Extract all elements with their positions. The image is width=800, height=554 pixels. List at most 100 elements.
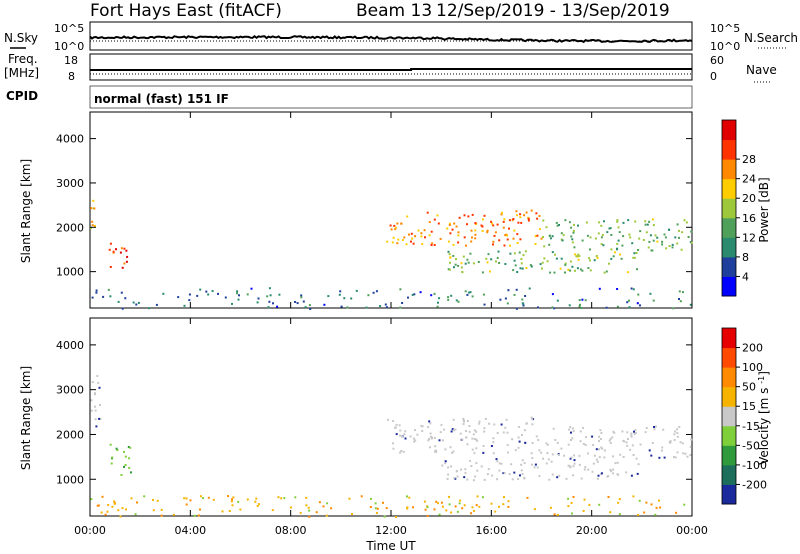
scatter-cell <box>172 513 175 516</box>
scatter-cell <box>563 454 566 457</box>
cpid-value: normal (fast) 151 IF <box>94 92 229 106</box>
scatter-cell <box>276 305 279 308</box>
scatter-cell <box>519 267 522 270</box>
scatter-cell <box>269 294 272 297</box>
scatter-cell <box>562 234 565 237</box>
scatter-cell <box>473 438 476 440</box>
scatter-cell <box>471 295 474 298</box>
scatter-cell <box>509 252 512 255</box>
scatter-cell <box>120 247 123 250</box>
scatter-cell <box>123 450 125 453</box>
scatter-cell <box>391 241 394 244</box>
scatter-cell <box>156 499 159 502</box>
scatter-cell <box>541 261 544 264</box>
scatter-cell <box>438 297 441 300</box>
scatter-cell <box>567 464 570 467</box>
scatter-cell <box>392 442 394 445</box>
scatter-cell <box>268 287 271 290</box>
scatter-cell <box>538 215 541 217</box>
scatter-cell <box>115 248 117 251</box>
scatter-cell <box>589 236 592 239</box>
scatter-cell <box>638 499 641 502</box>
scatter-cell <box>468 291 471 294</box>
scatter-cell <box>236 292 238 295</box>
scatter-cell <box>470 512 473 515</box>
scatter-cell <box>124 455 127 458</box>
nave-tick-high: 60 <box>710 54 724 67</box>
scatter-cell <box>99 404 101 407</box>
scatter-cell <box>617 501 620 504</box>
scatter-cell <box>123 465 125 468</box>
scatter-cell <box>527 219 530 222</box>
scatter-cell <box>420 425 423 427</box>
scatter-cell <box>428 438 430 441</box>
scatter-cell <box>661 446 664 449</box>
scatter-cell <box>414 235 416 238</box>
freq-label: Freq. <box>8 52 38 66</box>
scatter-cell <box>427 426 430 429</box>
scatter-cell <box>433 450 436 453</box>
scatter-cell <box>473 509 475 512</box>
scatter-cell <box>471 213 474 216</box>
scatter-cell <box>622 456 625 458</box>
scatter-cell <box>569 260 572 263</box>
scatter-cell <box>649 292 652 295</box>
scatter-cell <box>588 257 591 260</box>
scatter-cell <box>605 306 608 309</box>
scatter-cell <box>90 409 93 412</box>
noise-tick-high-right: 10^5 <box>710 22 740 35</box>
scatter-cell <box>162 292 165 295</box>
scatter-cell <box>543 245 546 248</box>
scatter-cell <box>443 428 446 431</box>
scatter-cell <box>568 465 571 468</box>
scatter-cell <box>609 511 612 514</box>
scatter-cell <box>401 302 404 304</box>
scatter-cell <box>450 294 453 297</box>
scatter-cell <box>134 513 137 516</box>
scatter-cell <box>271 509 274 512</box>
scatter-cell <box>384 303 387 306</box>
scatter-cell <box>664 236 667 239</box>
scatter-cell <box>481 271 484 274</box>
scatter-cell <box>511 219 514 222</box>
scatter-cell <box>457 231 460 234</box>
scatter-cell <box>616 305 619 308</box>
scatter-cell <box>395 433 398 436</box>
colorbar-segment <box>722 256 736 277</box>
scatter-cell <box>655 506 658 509</box>
scatter-cell <box>613 251 616 254</box>
scatter-cell <box>516 271 519 273</box>
scatter-cell <box>483 303 486 306</box>
scatter-cell <box>516 214 518 217</box>
scatter-cell <box>603 449 606 452</box>
y-tick-label: 3000 <box>56 177 84 190</box>
scatter-cell <box>232 496 235 499</box>
scatter-cell <box>506 451 509 454</box>
scatter-cell <box>447 240 450 243</box>
scatter-cell <box>472 262 475 265</box>
scatter-cell <box>202 497 205 500</box>
scatter-cell <box>109 443 112 446</box>
scatter-cell <box>678 290 681 293</box>
scatter-cell <box>630 287 633 290</box>
scatter-cell <box>205 290 208 293</box>
scatter-cell <box>530 416 533 419</box>
scatter-cell <box>355 289 358 292</box>
scatter-cell <box>394 426 396 429</box>
scatter-cell <box>475 430 478 433</box>
scatter-cell <box>463 504 466 507</box>
scatter-cell <box>379 305 382 308</box>
scatter-cell <box>97 504 100 507</box>
scatter-cell <box>128 457 131 460</box>
scatter-cell <box>452 418 455 421</box>
noise-tick-high-left: 10^5 <box>54 22 84 35</box>
scatter-cell <box>433 436 436 439</box>
scatter-cell <box>450 511 453 514</box>
scatter-cell <box>340 305 343 308</box>
scatter-cell <box>469 459 472 462</box>
scatter-cell <box>627 271 630 274</box>
scatter-cell <box>573 246 576 249</box>
scatter-cell <box>444 448 447 451</box>
scatter-cell <box>687 236 690 238</box>
scatter-cell <box>531 442 534 444</box>
